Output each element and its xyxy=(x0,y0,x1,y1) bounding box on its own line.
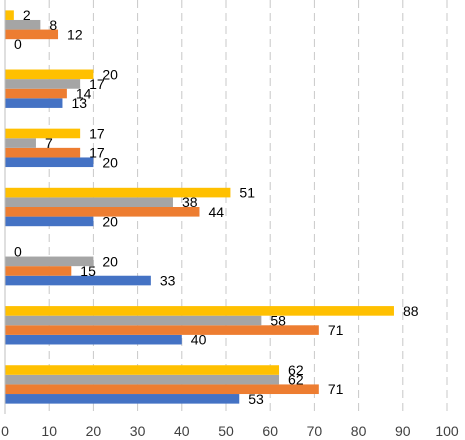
data-label: 62 xyxy=(288,362,304,378)
bar xyxy=(5,216,94,227)
bar xyxy=(5,69,94,80)
bar xyxy=(5,334,182,345)
bar xyxy=(5,88,67,99)
data-label: 0 xyxy=(14,36,22,52)
bar xyxy=(5,147,81,158)
data-label: 17 xyxy=(89,145,105,161)
x-tick-label: 100 xyxy=(435,423,459,439)
bar xyxy=(5,187,231,198)
x-tick-label: 30 xyxy=(130,423,146,439)
data-label: 40 xyxy=(191,332,207,348)
data-label: 20 xyxy=(102,253,118,269)
data-label: 20 xyxy=(102,213,118,229)
bar xyxy=(5,394,240,404)
bar xyxy=(5,384,319,395)
data-label: 20 xyxy=(102,66,118,82)
x-tick-label: 70 xyxy=(307,423,323,439)
bar xyxy=(5,275,151,286)
bar xyxy=(5,315,262,326)
bar xyxy=(5,197,173,207)
bar xyxy=(5,207,200,217)
data-label: 14 xyxy=(76,86,92,102)
data-label: 71 xyxy=(328,322,344,338)
data-label: 58 xyxy=(270,312,286,328)
bar xyxy=(5,374,280,385)
data-label: 17 xyxy=(89,125,105,141)
data-label: 33 xyxy=(160,273,176,289)
bars xyxy=(5,10,394,404)
bar xyxy=(5,19,41,30)
bar xyxy=(5,306,394,316)
x-tick-label: 90 xyxy=(395,423,411,439)
bar xyxy=(5,29,59,40)
gridlines xyxy=(48,0,448,414)
data-label: 88 xyxy=(403,303,419,319)
data-label: 15 xyxy=(80,263,96,279)
bar xyxy=(5,10,14,20)
x-tick-label: 50 xyxy=(218,423,234,439)
data-label: 51 xyxy=(239,185,255,201)
data-label: 62 xyxy=(288,372,304,388)
bar xyxy=(5,79,81,89)
data-label: 12 xyxy=(67,26,83,42)
bar xyxy=(5,256,94,267)
bar xyxy=(5,266,72,276)
data-label: 13 xyxy=(71,95,87,111)
x-tick-label: 20 xyxy=(86,423,102,439)
x-tick-label: 10 xyxy=(41,423,57,439)
data-label: 44 xyxy=(208,204,224,220)
x-tick-label: 0 xyxy=(1,423,9,439)
data-label: 8 xyxy=(49,17,57,33)
data-label: 20 xyxy=(102,154,118,170)
x-axis-tick-labels: 0 10 20 30 40 50 60 70 80 90 100 xyxy=(1,423,459,439)
bar xyxy=(5,365,280,375)
bar xyxy=(5,128,81,139)
data-labels: 0128213141720201771720443851331520040715… xyxy=(14,7,419,407)
data-label: 38 xyxy=(182,194,198,210)
data-label: 71 xyxy=(328,381,344,397)
data-label: 0 xyxy=(14,244,22,260)
data-label: 53 xyxy=(248,391,264,407)
x-tick-label: 40 xyxy=(174,423,190,439)
bar xyxy=(5,98,63,108)
data-label: 7 xyxy=(45,135,53,151)
data-label: 2 xyxy=(23,7,31,23)
data-label: 17 xyxy=(89,76,105,92)
bar xyxy=(5,157,94,168)
x-tick-label: 80 xyxy=(351,423,367,439)
x-tick-label: 60 xyxy=(262,423,278,439)
bar xyxy=(5,325,319,335)
bar xyxy=(5,138,36,148)
